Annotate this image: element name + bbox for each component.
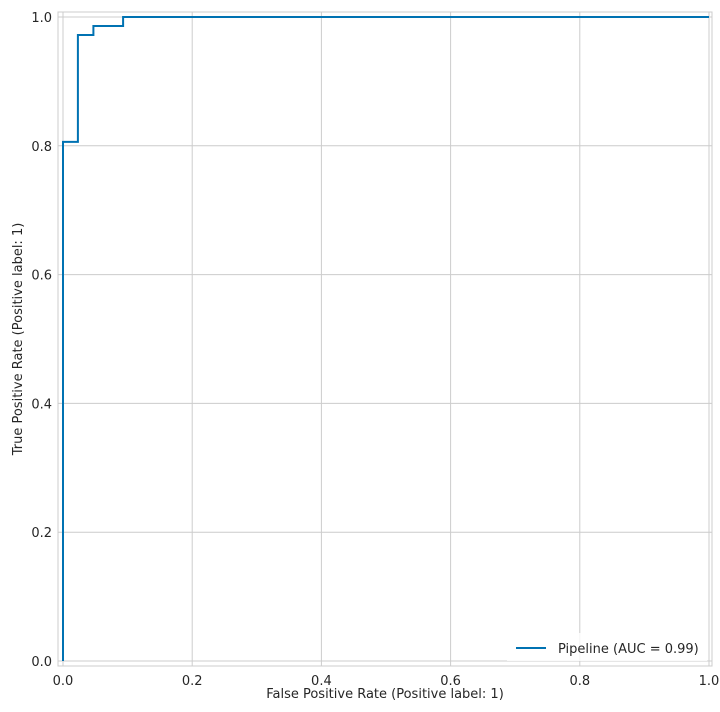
series-layer: [62, 16, 709, 661]
plot-frame: [57, 11, 713, 667]
y-tick-label: 0.6: [31, 269, 52, 284]
y-tick-label: 0.0: [31, 655, 52, 670]
y-tick-label: 0.8: [31, 140, 52, 155]
y-tick-label: 0.2: [31, 526, 52, 541]
x-tick-label: 1.0: [699, 674, 720, 689]
series-line-pipeline: [62, 16, 709, 661]
y-tick-label: 0.4: [31, 397, 52, 412]
y-tick-label: 1.0: [31, 11, 52, 26]
x-tick-label: 0.0: [53, 674, 74, 689]
x-tick-label: 0.4: [311, 674, 332, 689]
x-axis-label: False Positive Rate (Positive label: 1): [266, 687, 504, 702]
plot-background: [58, 12, 712, 666]
x-tick-labels: 0.0 0.2 0.4 0.6 0.8 1.0: [53, 674, 720, 689]
x-tick-label: 0.6: [440, 674, 461, 689]
y-tick-labels: 0.0 0.2 0.4 0.6 0.8 1.0: [31, 11, 52, 670]
y-axis-label: True Positive Rate (Positive label: 1): [11, 223, 26, 457]
legend: Pipeline (AUC = 0.99): [507, 633, 707, 661]
x-tick-label: 0.2: [182, 674, 203, 689]
legend-label-pipeline: Pipeline (AUC = 0.99): [558, 642, 699, 657]
x-tick-label: 0.8: [569, 674, 590, 689]
